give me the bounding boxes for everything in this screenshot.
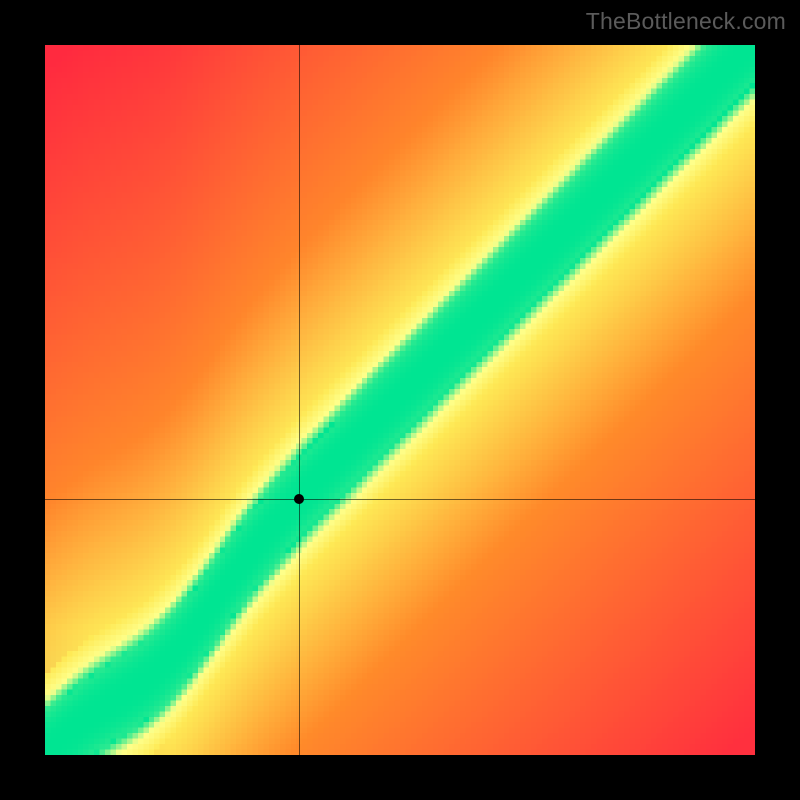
heatmap-plot [45,45,755,755]
heatmap-canvas [45,45,755,755]
crosshair-vertical [299,45,300,755]
watermark-text: TheBottleneck.com [586,8,786,35]
crosshair-marker [294,494,304,504]
crosshair-horizontal [45,499,755,500]
